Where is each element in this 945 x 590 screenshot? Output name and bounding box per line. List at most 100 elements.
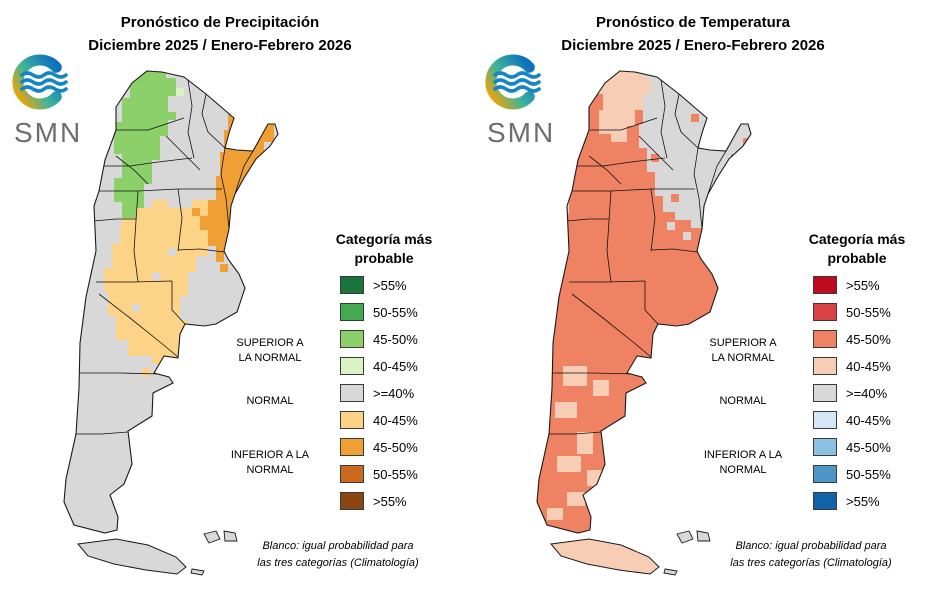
region-below-normal-tan: [104, 200, 224, 376]
legend-row: 50-55%: [813, 465, 891, 483]
legend-items: >55% 50-55% 45-50% 40-45% >=40% 40-45%: [340, 276, 418, 519]
legend-label: 45-50%: [846, 439, 891, 455]
smn-logo: SMN: [12, 54, 82, 148]
footer-note: Blanco: igual probabilidad para las tres…: [224, 538, 452, 571]
smn-waves-icon: [20, 71, 68, 93]
tierra-del-fuego: [550, 538, 660, 575]
malvinas-east-island: [696, 530, 711, 542]
legend-swatch: [340, 357, 364, 375]
argentina-outline: [63, 70, 279, 534]
footer-note: Blanco: igual probabilidad para las tres…: [697, 538, 925, 571]
smn-logo: SMN: [485, 54, 555, 148]
legend-label: 40-45%: [846, 358, 891, 374]
smn-swirl-icon: [12, 54, 62, 110]
legend-label: 50-55%: [846, 304, 891, 320]
category-label-inferior: INFERIOR A LA NORMAL: [703, 449, 783, 476]
legend-label: 40-45%: [846, 412, 891, 428]
legend-row: 45-50%: [813, 438, 891, 456]
legend-swatch: [813, 276, 837, 294]
legend-row: 50-55%: [340, 303, 418, 321]
panel-title-line-1: Pronóstico de Precipitación: [120, 14, 320, 31]
malvinas-west-island: [676, 530, 694, 544]
footer-line-2: las tres categorías (Climatología): [730, 556, 892, 569]
legend-label: >=40%: [373, 385, 415, 401]
legend-row: 40-45%: [340, 357, 418, 375]
region-above-normal-green: [114, 71, 176, 218]
legend-swatch: [340, 303, 364, 321]
legend-items: >55% 50-55% 45-50% 40-45% >=40% 40-45%: [813, 276, 891, 519]
legend-swatch: [813, 438, 837, 456]
smn-waves-icon: [493, 71, 541, 93]
footer-line-2: las tres categorías (Climatología): [257, 556, 419, 569]
category-label-normal: NORMAL: [719, 395, 767, 407]
legend-swatch: [813, 492, 837, 510]
legend-label: >55%: [373, 493, 407, 509]
legend-row: 40-45%: [813, 357, 891, 375]
category-label-normal: NORMAL: [246, 395, 294, 407]
legend-label: >=40%: [846, 385, 888, 401]
legend-label: >55%: [373, 277, 407, 293]
legend-label: >55%: [846, 493, 880, 509]
smn-logo-text: SMN: [14, 117, 82, 148]
legend-swatch: [340, 330, 364, 348]
legend-row: >55%: [813, 492, 891, 510]
legend-label: 45-50%: [373, 331, 418, 347]
legend-swatch: [340, 465, 364, 483]
malvinas-west-island: [203, 530, 221, 544]
legend-row: >=40%: [813, 384, 891, 402]
legend-label: 50-55%: [373, 466, 418, 482]
legend-swatch: [340, 411, 364, 429]
legend-row: 50-55%: [813, 303, 891, 321]
panel-title: Pronóstico de Temperatura Diciembre 2025…: [483, 12, 903, 57]
panel-title-line-1: Pronóstico de Temperatura: [596, 14, 790, 31]
legend-title: Categoría más probable: [808, 231, 906, 266]
legend-swatch: [340, 492, 364, 510]
legend-label: 45-50%: [846, 331, 891, 347]
category-label-superior: SUPERIOR A LA NORMAL: [236, 337, 304, 364]
legend-swatch: [813, 465, 837, 483]
legend-title: Categoría más probable: [335, 231, 433, 266]
smn-logo-text: SMN: [487, 117, 555, 148]
province-borders: [549, 79, 727, 435]
panel-precipitation: Pronóstico de Precipitación Diciembre 20…: [0, 0, 472, 590]
normal-gray-specks: [132, 248, 176, 312]
smn-swirl-icon: [485, 54, 535, 110]
legend-row: 45-50%: [340, 438, 418, 456]
legend-row: >55%: [813, 276, 891, 294]
category-label-superior: SUPERIOR A LA NORMAL: [709, 337, 777, 364]
panel-title-line-2: Diciembre 2025 / Enero-Febrero 2026: [561, 36, 825, 54]
legend-row: 50-55%: [340, 465, 418, 483]
panel-title-line-2: Diciembre 2025 / Enero-Febrero 2026: [88, 36, 352, 54]
province-borders: [76, 79, 254, 435]
region-above-normal-light: [547, 71, 651, 520]
legend-swatch: [340, 276, 364, 294]
isla-de-los-estados: [190, 568, 205, 576]
legend-row: 45-50%: [813, 330, 891, 348]
legend-swatch: [813, 330, 837, 348]
legend-row: 40-45%: [340, 411, 418, 429]
legend-swatch: [813, 357, 837, 375]
legend-row: >55%: [340, 492, 418, 510]
panel-temperature: Pronóstico de Temperatura Diciembre 2025…: [473, 0, 945, 590]
legend-row: >=40%: [340, 384, 418, 402]
legend-row: 45-50%: [340, 330, 418, 348]
legend-row: 40-45%: [813, 411, 891, 429]
precipitation-map: [63, 70, 279, 576]
legend-swatch: [340, 438, 364, 456]
category-label-inferior: INFERIOR A LA NORMAL: [230, 449, 310, 476]
legend-row: >55%: [340, 276, 418, 294]
legend-label: 50-55%: [846, 466, 891, 482]
legend-swatch: [813, 384, 837, 402]
legend-swatch: [813, 303, 837, 321]
legend-swatch: [813, 411, 837, 429]
panel-title: Pronóstico de Precipitación Diciembre 20…: [10, 12, 430, 57]
footer-line-1: Blanco: igual probabilidad para: [735, 540, 887, 552]
legend-label: 45-50%: [373, 439, 418, 455]
isla-de-los-estados: [663, 568, 678, 576]
legend-label: 40-45%: [373, 358, 418, 374]
argentina-outline: [536, 70, 752, 534]
legend-label: >55%: [846, 277, 880, 293]
temperature-map: [536, 70, 752, 576]
legend-swatch: [340, 384, 364, 402]
